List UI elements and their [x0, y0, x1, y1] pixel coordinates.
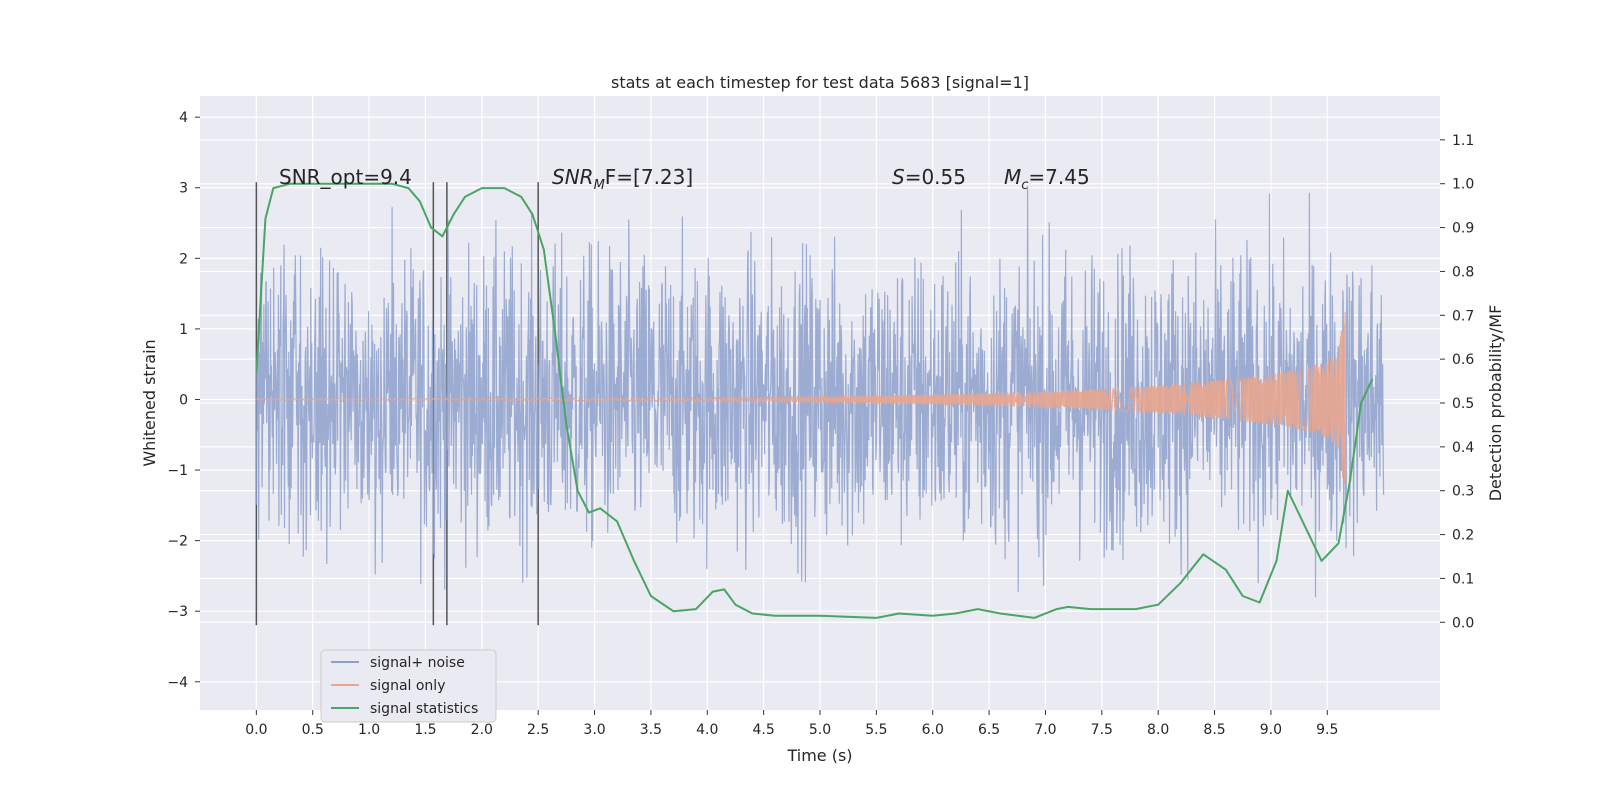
legend-box: [320, 649, 497, 723]
x-tick-label: 1.0: [358, 722, 380, 738]
annotation-snr-mf-value: F=[7.23]: [605, 165, 693, 189]
y2-tick-label: 0.2: [1452, 528, 1474, 544]
annotation-s-value: =0.55: [905, 165, 966, 189]
x-tick-label: 9.0: [1260, 722, 1282, 738]
annotation-mc: Mc=7.45: [1004, 165, 1090, 193]
annotation-snr-opt: SNR_opt=9.4: [279, 165, 412, 189]
y-tick-label: −2: [167, 534, 188, 550]
annotation-mc-value: =7.45: [1028, 165, 1089, 189]
x-tick-label: 4.0: [696, 722, 718, 738]
y-tick-label: 2: [179, 251, 188, 267]
annotation-mc-main: M: [1004, 165, 1021, 189]
x-tick-label: 5.0: [809, 722, 831, 738]
x-tick-label: 3.5: [640, 722, 662, 738]
annotation-s: S=0.55: [892, 165, 966, 189]
x-tick-label: 5.5: [865, 722, 887, 738]
y2-tick-label: 1.1: [1452, 133, 1474, 149]
y-tick-label: −4: [167, 675, 188, 691]
x-axis-ticks: 0.0 0.5 1.0 1.5 2.0 2.5 3.0 3.5 4.0 4.5 5.0 5.5 6.0 6…: [245, 710, 1338, 738]
signal-only-line: [256, 311, 1346, 485]
y2-tick-label: 0.7: [1452, 308, 1474, 324]
y-tick-label: −1: [167, 463, 188, 479]
annotation-s-main: S: [892, 165, 905, 189]
y-tick-label: 1: [179, 322, 188, 338]
x-tick-label: 6.0: [922, 722, 944, 738]
x-tick-label: 7.5: [1091, 722, 1113, 738]
y2-tick-label: 0.1: [1452, 571, 1474, 587]
y-axis-label: Whitened strain: [140, 339, 159, 466]
y-axis-ticks: 4 3 2 1 0 −1 −2 −3 −4: [167, 110, 200, 691]
x-tick-label: 1.5: [414, 722, 436, 738]
x-tick-label: 4.5: [753, 722, 775, 738]
y-tick-label: 4: [179, 110, 188, 126]
y2-axis-label: Detection probability/MF: [1486, 305, 1505, 502]
y2-tick-label: 0.5: [1452, 396, 1474, 412]
y2-tick-label: 0.4: [1452, 440, 1474, 456]
series-signal-noise: [255, 185, 1385, 598]
x-tick-label: 8.5: [1203, 722, 1225, 738]
y-tick-label: 3: [179, 181, 188, 197]
x-tick-label: 2.0: [471, 722, 493, 738]
legend-label-signal-statistics: signal statistics: [370, 701, 478, 717]
y2-tick-label: 0.9: [1452, 221, 1474, 237]
x-tick-label: 3.0: [583, 722, 605, 738]
x-tick-label: 9.5: [1316, 722, 1338, 738]
annotation-snr-mf-sub: M: [594, 178, 605, 193]
series-signal-statistics: [255, 182, 1374, 619]
x-tick-label: 0.5: [302, 722, 324, 738]
legend: signal+ noise signal only signal statist…: [320, 649, 497, 723]
annotation-snr-mf: SNRMF=[7.23]: [552, 165, 693, 193]
y-tick-label: −3: [167, 604, 188, 620]
y2-tick-label: 0.8: [1452, 264, 1474, 280]
y2-axis-ticks: 1.1 1.0 0.9 0.8 0.7 0.6 0.5 0.4 0.3 0.2 0.1 0.0: [1440, 133, 1474, 631]
x-tick-label: 6.5: [978, 722, 1000, 738]
signal-noise-line: [255, 185, 1385, 598]
annotation-mc-sub: c: [1021, 178, 1028, 193]
x-tick-label: 8.0: [1147, 722, 1169, 738]
y2-tick-label: 1.0: [1452, 177, 1474, 193]
x-tick-label: 0.0: [245, 722, 267, 738]
x-tick-label: 2.5: [527, 722, 549, 738]
y-tick-label: 0: [179, 392, 188, 408]
signal-statistics-line: [255, 182, 1374, 619]
x-axis-label: Time (s): [786, 746, 852, 765]
legend-label-signal-only: signal only: [370, 678, 445, 694]
legend-label-signal-noise: signal+ noise: [370, 655, 465, 671]
chart-title: stats at each timestep for test data 568…: [611, 73, 1029, 92]
y2-tick-label: 0.3: [1452, 484, 1474, 500]
annotation-snr-mf-main: SNR: [552, 165, 594, 189]
y2-tick-label: 0.0: [1452, 615, 1474, 631]
x-tick-label: 7.0: [1034, 722, 1056, 738]
y2-tick-label: 0.6: [1452, 352, 1474, 368]
series-signal-only: [256, 311, 1346, 485]
